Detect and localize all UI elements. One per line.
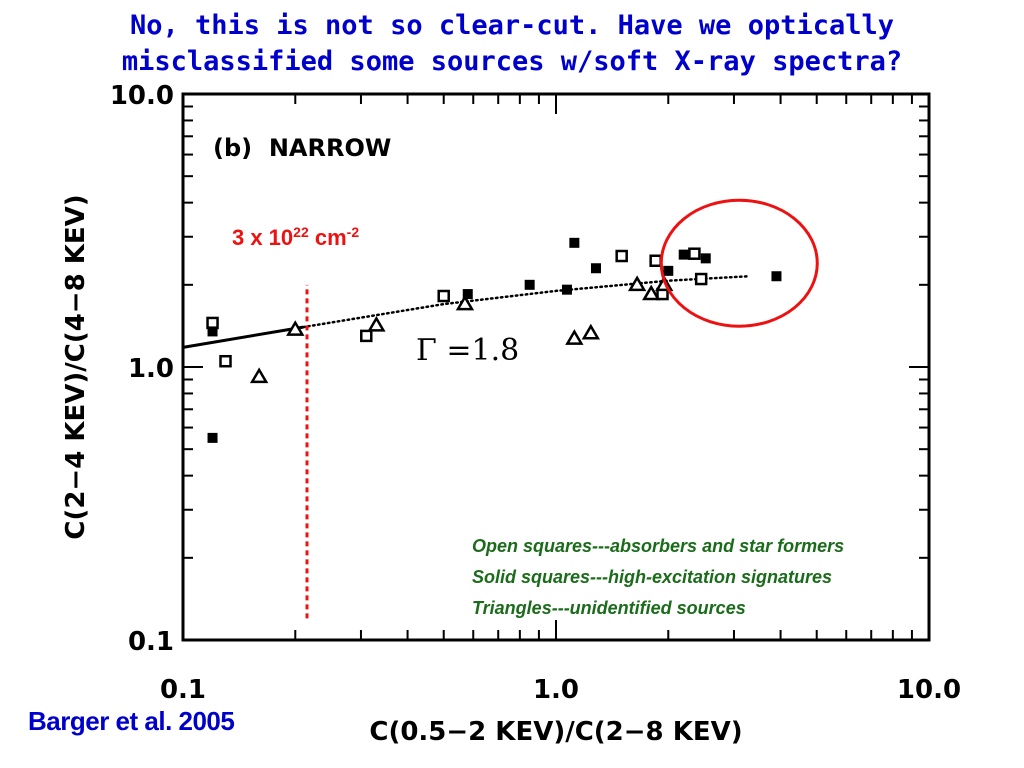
y-tick-label: 10.0	[110, 81, 174, 111]
open-square-point	[688, 247, 701, 260]
gamma-label: Γ =1.8	[416, 333, 519, 368]
triangle-point	[565, 329, 584, 345]
x-axis-label: C(0.5−2 KEV)/C(2−8 KEV)	[369, 717, 742, 747]
triangle-point	[249, 367, 269, 384]
solid-square-point	[569, 237, 580, 248]
highlight-circle	[659, 198, 819, 328]
absorption-label-unit: cm	[309, 225, 347, 250]
y-axis-label: C(2−4 KEV)/C(4−8 KEV)	[61, 194, 91, 539]
solid-square-point	[207, 432, 218, 443]
panel-label: (b) NARROW	[213, 134, 391, 162]
slide-title-line-1: No, this is not so clear-cut. Have we op…	[129, 10, 894, 41]
legend-note-solid-squares: Solid squares---high-excitation signatur…	[472, 567, 833, 587]
open-square-point	[360, 329, 373, 343]
axis-tick-labels: 0.1 1.0 10.0 0.1 1.0 10.0	[110, 81, 961, 705]
legend-note-triangles: Triangles---unidentified sources	[472, 598, 746, 618]
absorption-label-unit-exp: -2	[347, 224, 360, 240]
solid-square-point	[700, 253, 711, 264]
triangle-point	[627, 275, 647, 292]
model-curve-solid	[182, 325, 304, 349]
triangle-point	[367, 315, 386, 332]
axis-ticks	[182, 93, 930, 641]
slide-title: No, this is not so clear-cut. Have we op…	[0, 8, 1024, 80]
triangle-point	[642, 284, 661, 301]
open-square-point	[615, 249, 628, 263]
open-square-point	[437, 289, 450, 303]
y-tick-label: 1.0	[128, 354, 174, 384]
solid-square-point	[524, 279, 535, 290]
solid-square-point	[561, 284, 572, 295]
x-tick-label: 10.0	[897, 675, 961, 705]
legend-note-open-squares: Open squares---absorbers and star former…	[472, 536, 845, 556]
x-tick-label: 1.0	[533, 675, 579, 705]
solid-square-point	[678, 249, 689, 260]
legend-note: Open squares---absorbers and star former…	[472, 531, 844, 624]
solid-square-point	[462, 289, 473, 300]
slide-title-line-2: misclassified some sources w/soft X-ray …	[121, 46, 903, 77]
triangle-point	[455, 294, 475, 311]
solid-square-point	[771, 271, 782, 282]
solid-square-point	[207, 326, 218, 337]
absorption-column-label: 3 x 1022 cm-2	[232, 224, 359, 250]
triangle-point	[286, 320, 305, 336]
x-tick-label: 0.1	[160, 675, 206, 705]
data-points	[206, 237, 782, 443]
solid-square-point	[663, 265, 674, 276]
solid-square-point	[590, 263, 601, 274]
open-square-point	[694, 272, 708, 286]
open-square-point	[649, 254, 662, 268]
y-tick-label: 0.1	[128, 627, 174, 657]
triangle-point	[581, 323, 601, 340]
open-square-point	[219, 354, 232, 368]
absorption-label-base: 3 x 10	[232, 225, 293, 250]
citation: Barger et al. 2005	[28, 706, 235, 736]
absorption-label-exp: 22	[293, 224, 309, 240]
